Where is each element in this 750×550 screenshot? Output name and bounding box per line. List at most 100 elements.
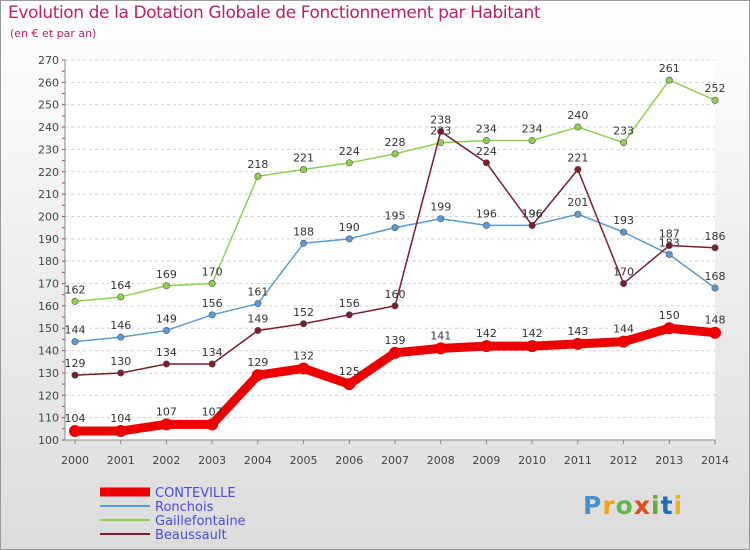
data-label: 196 bbox=[476, 207, 497, 220]
data-point bbox=[251, 369, 264, 382]
y-tick-label: 210 bbox=[38, 188, 59, 201]
plot-area bbox=[65, 60, 715, 440]
logo-letter: i bbox=[673, 491, 684, 520]
data-point bbox=[300, 166, 308, 174]
y-tick-label: 140 bbox=[38, 345, 59, 358]
data-point bbox=[711, 244, 719, 252]
data-point bbox=[391, 150, 399, 158]
data-point bbox=[709, 326, 721, 339]
x-tick-label: 2006 bbox=[335, 454, 363, 467]
y-tick-label: 190 bbox=[38, 233, 59, 246]
x-tick-label: 2014 bbox=[701, 454, 729, 467]
x-tick-label: 2000 bbox=[61, 454, 89, 467]
data-point bbox=[71, 297, 79, 305]
data-label: 104 bbox=[65, 412, 86, 425]
data-point bbox=[482, 159, 490, 167]
data-label: 129 bbox=[247, 356, 268, 369]
data-label: 143 bbox=[567, 325, 588, 338]
data-point bbox=[526, 340, 539, 353]
data-label: 164 bbox=[110, 279, 131, 292]
data-label: 196 bbox=[522, 207, 543, 220]
legend-label: Beaussault bbox=[155, 528, 227, 543]
x-tick-label: 2009 bbox=[472, 454, 500, 467]
data-label: 233 bbox=[613, 125, 634, 138]
data-point bbox=[254, 172, 262, 180]
data-point bbox=[300, 320, 308, 328]
data-label: 150 bbox=[659, 309, 680, 322]
x-tick-label: 2013 bbox=[655, 454, 683, 467]
y-tick-label: 120 bbox=[38, 389, 59, 402]
data-point bbox=[574, 166, 582, 174]
data-point bbox=[480, 340, 493, 353]
data-label: 218 bbox=[247, 158, 268, 171]
data-point bbox=[482, 221, 490, 229]
data-label: 152 bbox=[293, 306, 314, 319]
data-label: 129 bbox=[65, 357, 86, 370]
data-label: 134 bbox=[202, 346, 223, 359]
y-tick-label: 200 bbox=[38, 210, 59, 223]
y-tick-label: 170 bbox=[38, 278, 59, 291]
data-label: 234 bbox=[522, 122, 543, 135]
data-label: 228 bbox=[385, 136, 406, 149]
legend-label: Gaillefontaine bbox=[155, 514, 246, 529]
data-label: 190 bbox=[339, 221, 360, 234]
data-label: 224 bbox=[339, 145, 360, 158]
proxiti-logo: Proxiti bbox=[583, 491, 683, 520]
data-point bbox=[665, 242, 673, 250]
data-point bbox=[208, 280, 216, 288]
x-tick-label: 2005 bbox=[290, 454, 318, 467]
chart-title: Evolution de la Dotation Globale de Fonc… bbox=[8, 3, 541, 23]
data-label: 132 bbox=[293, 349, 314, 362]
data-point bbox=[620, 139, 628, 147]
data-label: 141 bbox=[430, 329, 451, 342]
data-point bbox=[71, 371, 79, 379]
data-label: 188 bbox=[293, 225, 314, 238]
y-tick-label: 110 bbox=[38, 412, 59, 425]
data-label: 161 bbox=[247, 286, 268, 299]
data-label: 125 bbox=[339, 365, 360, 378]
data-point bbox=[254, 326, 262, 334]
x-tick-label: 2011 bbox=[564, 454, 592, 467]
data-point bbox=[391, 224, 399, 232]
data-label: 221 bbox=[293, 152, 314, 165]
data-label: 234 bbox=[476, 122, 497, 135]
x-tick-label: 2012 bbox=[610, 454, 638, 467]
data-point bbox=[482, 136, 490, 144]
legend-label: CONTEVILLE bbox=[155, 486, 236, 501]
y-tick-label: 150 bbox=[38, 322, 59, 335]
data-point bbox=[528, 221, 536, 229]
data-point bbox=[114, 425, 127, 438]
data-label: 252 bbox=[705, 82, 726, 95]
data-point bbox=[437, 128, 445, 136]
x-tick-label: 2001 bbox=[107, 454, 135, 467]
data-point bbox=[345, 311, 353, 319]
y-tick-label: 260 bbox=[38, 76, 59, 89]
x-tick-label: 2003 bbox=[198, 454, 226, 467]
data-label: 142 bbox=[476, 327, 497, 340]
data-label: 149 bbox=[156, 312, 177, 325]
data-point bbox=[206, 418, 219, 431]
y-tick-label: 100 bbox=[38, 434, 59, 447]
y-tick-label: 220 bbox=[38, 166, 59, 179]
data-point bbox=[711, 96, 719, 104]
data-label: 139 bbox=[385, 334, 406, 347]
logo-letter: P bbox=[583, 491, 603, 520]
x-tick-label: 2007 bbox=[381, 454, 409, 467]
data-point bbox=[620, 228, 628, 236]
data-point bbox=[162, 326, 170, 334]
data-point bbox=[117, 369, 125, 377]
data-point bbox=[69, 425, 81, 438]
data-label: 224 bbox=[476, 145, 497, 158]
logo-letter: r bbox=[602, 491, 616, 520]
x-tick-label: 2010 bbox=[518, 454, 546, 467]
data-label: 201 bbox=[567, 196, 588, 209]
data-label: 168 bbox=[705, 270, 726, 283]
data-point bbox=[345, 235, 353, 243]
legend-label: Ronchois bbox=[155, 500, 214, 515]
data-label: 104 bbox=[110, 412, 131, 425]
data-point bbox=[117, 333, 125, 341]
data-point bbox=[162, 360, 170, 368]
y-tick-label: 270 bbox=[38, 54, 59, 67]
data-label: 107 bbox=[156, 405, 177, 418]
data-point bbox=[528, 136, 536, 144]
